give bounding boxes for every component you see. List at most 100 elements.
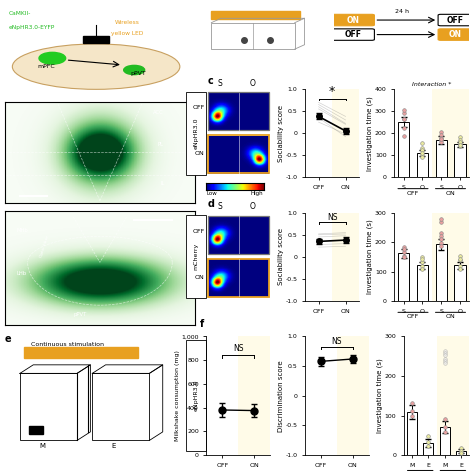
Point [438,216,445,223]
Point [456,137,464,144]
Point [408,407,416,415]
Point [425,432,432,440]
Bar [417,153,428,177]
Point [456,253,464,260]
Text: ON: ON [446,191,456,196]
Text: e: e [5,334,11,344]
Text: S: S [218,202,223,211]
Bar [24,346,138,357]
Point [438,131,445,139]
Point [438,136,445,143]
Text: OFF: OFF [192,229,204,234]
Text: O: O [249,202,255,211]
Point [400,115,408,123]
Point [438,229,445,237]
Point [419,254,426,261]
Text: MHb: MHb [16,228,28,233]
Text: *: * [329,85,335,98]
Text: yellow LED: yellow LED [111,31,144,36]
Text: d: d [208,199,215,209]
Text: Continuous stimulation: Continuous stimulation [31,342,104,346]
Point [400,106,408,114]
FancyBboxPatch shape [186,92,206,174]
Point [419,149,426,156]
Circle shape [124,65,145,74]
Y-axis label: Sociability score: Sociability score [278,105,284,162]
Point [456,263,464,270]
Text: pPVT: pPVT [130,71,146,76]
Bar [437,337,469,455]
Point [441,356,448,363]
Bar [436,245,447,301]
FancyBboxPatch shape [331,29,374,40]
Bar [456,451,466,455]
Y-axis label: Investigation time (s): Investigation time (s) [367,96,374,171]
Circle shape [39,52,65,64]
Bar [423,443,433,455]
Text: CaMKII-: CaMKII- [9,11,31,16]
Bar [432,213,469,301]
Point [441,428,448,436]
Bar [440,428,450,455]
Point [400,254,408,261]
Point [456,256,464,264]
Point [425,443,432,450]
Point [457,447,465,455]
Point [456,141,464,148]
Bar [454,265,465,301]
Bar [332,89,359,177]
Point [419,139,426,147]
FancyBboxPatch shape [186,340,206,451]
Point [438,137,445,144]
Point [441,415,448,422]
Point [438,219,445,226]
Point [400,133,408,140]
Text: ON: ON [195,275,204,280]
Text: eNpHR3.0: eNpHR3.0 [194,118,199,149]
Bar [29,426,43,434]
Point [456,140,464,147]
Point [438,239,445,246]
Text: ON: ON [448,30,462,39]
Bar [83,36,109,43]
Text: pPVT: pPVT [73,312,87,317]
Text: O: O [249,79,255,88]
Text: 24 h: 24 h [394,9,409,14]
Bar [332,213,359,301]
Point [419,151,426,158]
Text: LHb: LHb [16,271,26,276]
Text: Wireless: Wireless [115,19,140,25]
FancyBboxPatch shape [438,29,472,40]
Y-axis label: Investigation time (s): Investigation time (s) [376,358,383,433]
Bar [436,140,447,177]
Point [408,412,416,420]
Bar [398,253,409,301]
Y-axis label: Investigation time (s): Investigation time (s) [367,219,374,294]
Point [438,128,445,136]
Point [441,360,448,367]
Point [456,138,464,146]
Text: OFF: OFF [192,105,204,110]
Text: OFF: OFF [407,314,419,319]
Point [400,253,408,260]
Text: Low: Low [206,191,217,196]
Point [400,109,408,117]
Bar [407,412,417,455]
Text: E: E [111,443,116,449]
Point [441,348,448,356]
Point [457,449,465,457]
Point [400,115,408,123]
Point [441,357,448,365]
Point [441,423,448,430]
Point [441,352,448,359]
Point [400,245,408,252]
Point [457,444,465,452]
FancyBboxPatch shape [438,14,472,26]
FancyBboxPatch shape [331,14,374,26]
Point [400,244,408,251]
Point [419,258,426,266]
Text: NS: NS [233,344,243,353]
Point [400,124,408,131]
Text: c: c [208,75,213,86]
Point [419,255,426,263]
